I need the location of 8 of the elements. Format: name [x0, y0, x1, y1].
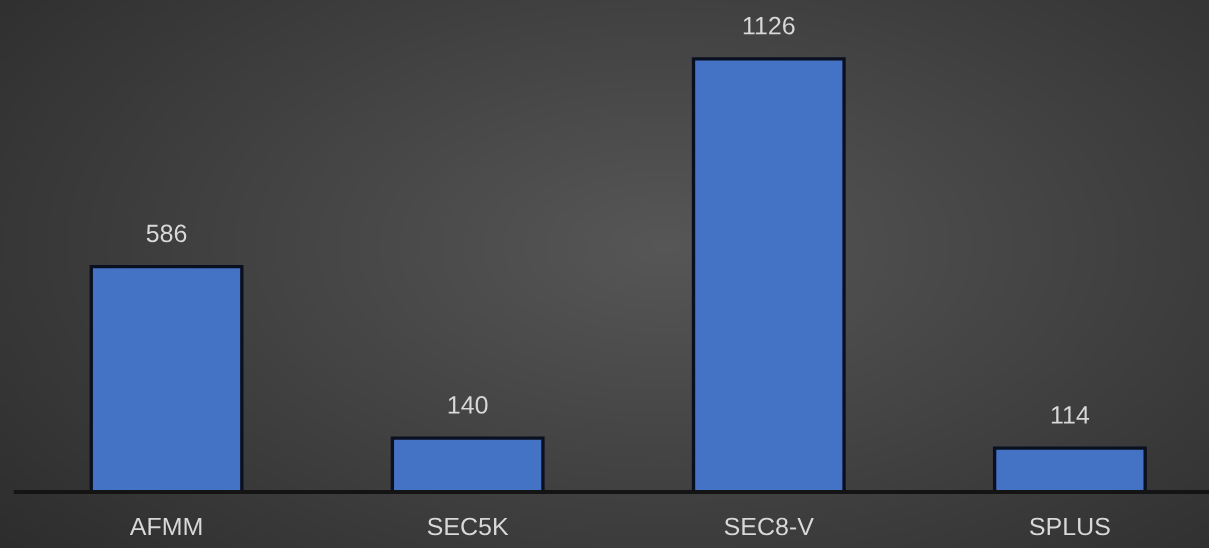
x-tick-label: SEC8-V: [724, 517, 814, 536]
data-label: 114: [1051, 406, 1090, 424]
x-tick-label: SEC5K: [427, 517, 509, 536]
data-label: 586: [146, 224, 187, 243]
x-tick-label: SPLUS: [1030, 517, 1110, 536]
x-tick-label: AFMM: [129, 517, 202, 536]
data-label: 1126: [743, 16, 795, 35]
data-label: 140: [448, 396, 488, 414]
